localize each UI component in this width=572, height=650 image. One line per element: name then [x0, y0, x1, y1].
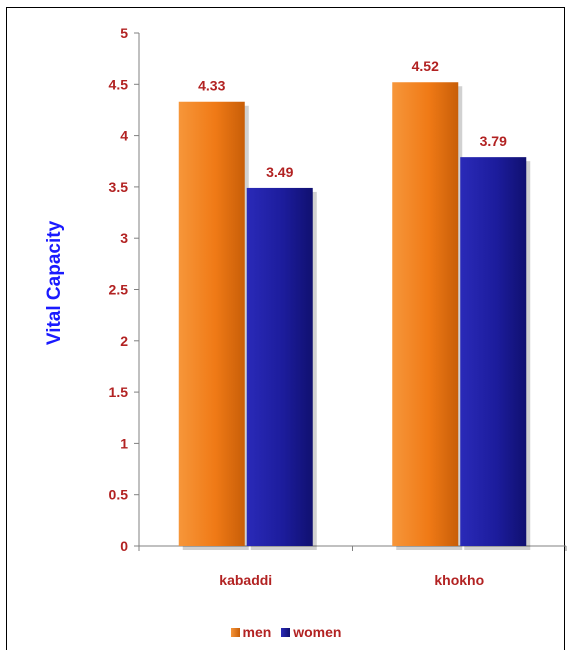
plot-area: 0 0.5 1 1.5 2 2.5 3 3.5 4 4.5 5 4.33 3.49 kabaddi 4.52…: [109, 25, 567, 588]
data-label: 3.49: [266, 164, 293, 180]
y-tick-label: 4.5: [109, 76, 129, 92]
y-tick-label: 2: [120, 333, 128, 349]
bar-women-khokho: [460, 157, 527, 546]
y-tick-label: 0.5: [109, 487, 129, 503]
y-tick-label: 5: [120, 25, 128, 41]
bar-women-kabaddi: [246, 187, 313, 546]
y-tick-label: 2.5: [109, 282, 129, 298]
bar-men-khokho: [392, 82, 459, 547]
legend-entry-men: men: [230, 624, 276, 640]
y-axis-label: Vital Capacity: [44, 220, 65, 345]
legend-label-men: men: [242, 624, 272, 640]
data-label: 4.33: [198, 78, 225, 94]
data-label: 3.79: [480, 133, 507, 149]
y-tick-label: 0: [120, 538, 128, 554]
legend: men women: [0, 624, 572, 640]
y-tick-label: 3.5: [109, 179, 129, 195]
legend-entry-women: women: [281, 624, 341, 640]
y-tick-label: 1: [120, 435, 128, 451]
legend-swatch-women: [281, 628, 291, 637]
x-category-label: khokho: [434, 572, 484, 588]
data-label: 4.52: [412, 58, 439, 74]
y-tick-label: 1.5: [109, 384, 129, 400]
y-tick-label: 3: [120, 230, 128, 246]
legend-label-women: women: [293, 624, 342, 640]
bar-men-kabaddi: [178, 101, 245, 546]
x-category-label: kabaddi: [219, 572, 272, 588]
y-tick-label: 4: [120, 128, 128, 144]
legend-swatch-men: [230, 628, 240, 637]
